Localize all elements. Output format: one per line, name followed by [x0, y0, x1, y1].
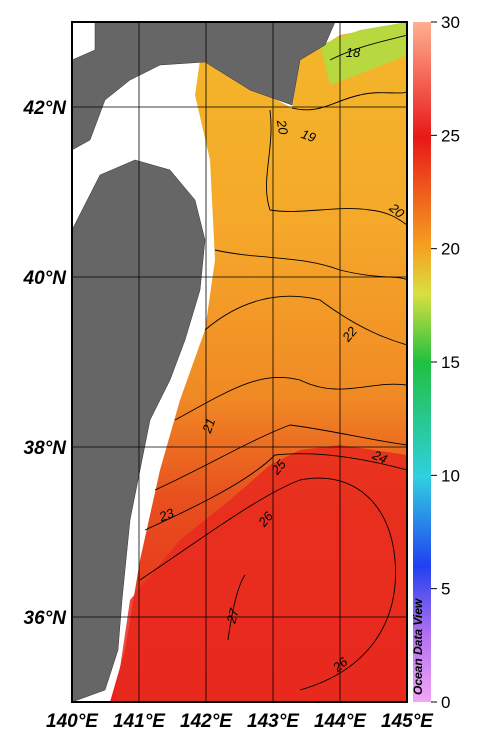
contour-label: 27 [223, 606, 242, 626]
contour-label: 18 [346, 45, 361, 60]
colorbar-tick-label: 15 [441, 353, 460, 372]
contour [204, 295, 407, 346]
x-tick-label: 144°E [314, 711, 367, 732]
contour-label: 20 [274, 118, 292, 137]
contour-label: 19 [299, 126, 318, 145]
colorbar-tick-label: 10 [441, 466, 460, 485]
x-tick-label: 143°E [247, 711, 300, 732]
contour-label: 23 [156, 505, 176, 525]
colorbar [413, 22, 431, 702]
warm-water [115, 445, 407, 702]
colorbar-tick-label: 20 [441, 240, 460, 259]
contour [144, 453, 407, 531]
colorbar-tick-label: 30 [441, 13, 460, 32]
x-tick-label: 141°E [113, 711, 166, 732]
y-tick-label: 42°N [23, 98, 68, 119]
contour [174, 376, 407, 421]
cool-water [320, 22, 407, 85]
x-tick-label: 142°E [180, 711, 233, 732]
contour [154, 424, 407, 491]
colorbar-tick-label: 25 [441, 126, 460, 145]
contour [139, 477, 396, 691]
contour-label: 21 [199, 416, 218, 436]
x-tick-label: 140°E [46, 711, 99, 732]
colorbar-tick-label: 5 [441, 580, 450, 599]
map-field [72, 22, 407, 702]
contour [329, 34, 407, 61]
y-tick-label: 38°N [24, 438, 68, 459]
x-tick-label: 145°E [381, 711, 434, 732]
land-honshu [72, 159, 206, 702]
y-tick-label: 40°N [23, 268, 68, 289]
contour-label: 24 [369, 447, 389, 467]
colorbar-tick-label: 0 [441, 693, 450, 712]
watermark: Ocean Data View [411, 598, 425, 695]
contour [227, 574, 246, 641]
y-tick-label: 36°N [24, 608, 68, 629]
land-hokkaido [72, 22, 336, 151]
contour [291, 91, 407, 111]
contour [266, 109, 407, 226]
